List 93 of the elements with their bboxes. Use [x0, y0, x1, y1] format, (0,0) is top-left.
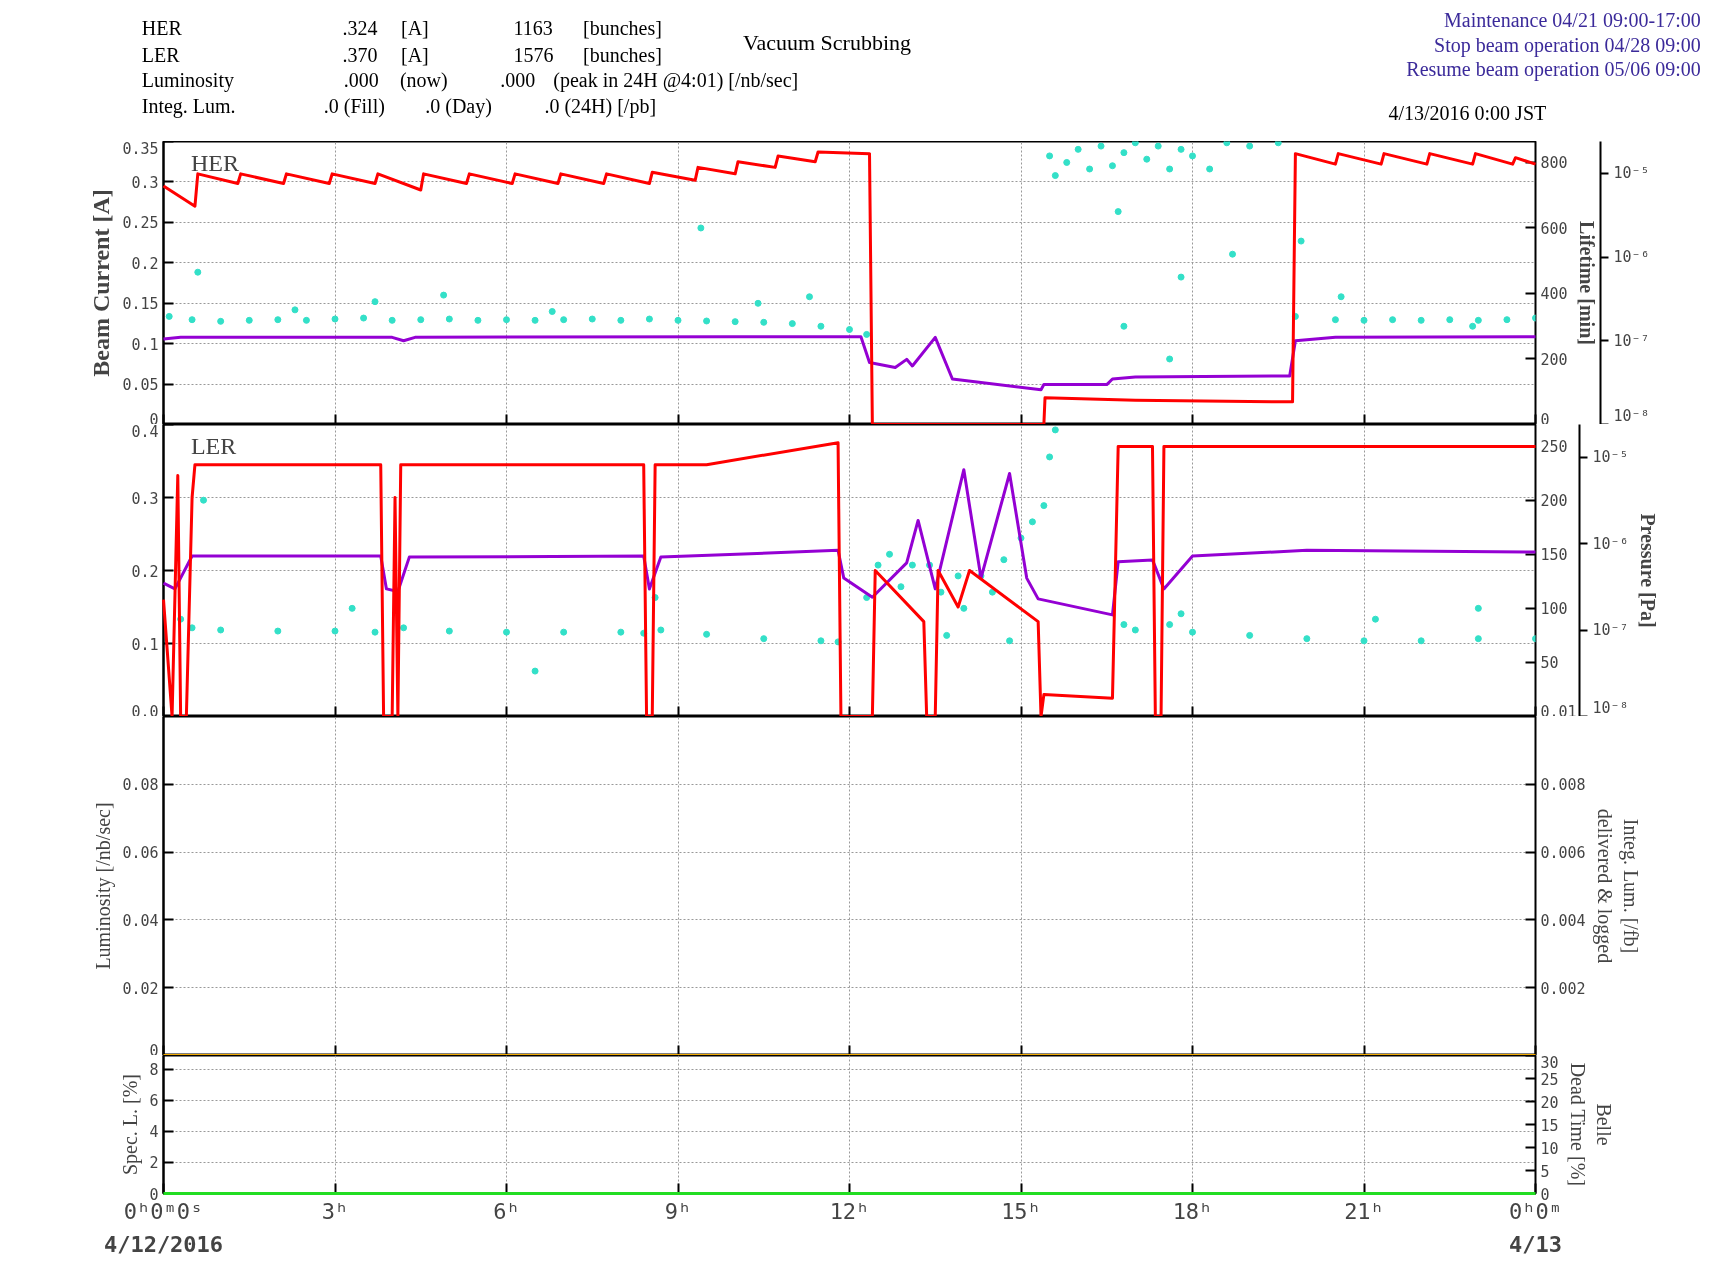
- y2-tick-label: 400: [1540, 285, 1568, 304]
- text: Resume beam operation 05/06 09:00: [1406, 57, 1701, 81]
- y2-tick-label: 200: [1540, 492, 1568, 511]
- y-tick-label: 0: [149, 1041, 159, 1060]
- y-tick-label: 8: [149, 1061, 159, 1080]
- text: 4/13/2016 0:00 JST: [1388, 102, 1547, 125]
- y-tick-label: 2: [149, 1154, 159, 1173]
- chart-title: LER: [190, 433, 237, 460]
- y2-tick-label: 0.002: [1540, 979, 1586, 998]
- y-tick-label: 0.0: [131, 702, 159, 721]
- text: .370: [342, 43, 378, 66]
- y-tick-label: 0.1: [131, 635, 159, 654]
- y-tick-label: 0.1: [131, 335, 159, 354]
- x-tick-label: 9ʰ: [664, 1198, 692, 1224]
- y2-tick-label: 25: [1540, 1070, 1559, 1089]
- text: [bunches]: [583, 17, 662, 40]
- chart-title: HER: [190, 149, 239, 176]
- y2-tick-label: 0.01: [1540, 702, 1577, 721]
- text: Vacuum Scrubbing: [743, 29, 912, 55]
- y2-tick-label: 150: [1540, 546, 1568, 565]
- y3-tick-label: 10⁻⁶: [1592, 534, 1629, 553]
- text: Stop beam operation 04/28 09:00: [1434, 33, 1701, 57]
- text: [A]: [401, 17, 429, 40]
- y2-tick-label: 0.006: [1540, 844, 1586, 863]
- x-tick-label: 3ʰ: [321, 1198, 349, 1224]
- x-tick-label: 18ʰ: [1172, 1198, 1213, 1224]
- y2-tick-label: 200: [1540, 350, 1568, 369]
- x-tick-label: 6ʰ: [493, 1198, 520, 1224]
- y-tick-label: 0.04: [122, 911, 159, 930]
- y2-tick-label: 100: [1540, 600, 1568, 619]
- text: 4/12/2016: [103, 1232, 224, 1257]
- x-tick-label: 12ʰ: [829, 1198, 870, 1224]
- y3-tick-label: 10⁻⁸: [1613, 406, 1650, 425]
- y-axis-title: Luminosity [/nb/sec]: [92, 802, 116, 970]
- y2-axis-title: Integ. Lum. [/fb] delivered & logged: [1592, 808, 1643, 964]
- y2-tick-label: 50: [1540, 654, 1559, 673]
- text: [bunches]: [583, 43, 662, 66]
- y-tick-label: 0.3: [131, 489, 159, 508]
- y2-tick-label: 800: [1540, 154, 1568, 173]
- y2-tick-label: 10: [1540, 1139, 1559, 1158]
- y-tick-label: 0.06: [122, 844, 159, 863]
- y3-axis-title: Pressure [Pa]: [1636, 513, 1659, 628]
- y2-tick-label: 0: [1540, 1185, 1550, 1204]
- y2-tick-label: 5: [1540, 1162, 1550, 1181]
- text: Integ. Lum.: [141, 95, 236, 119]
- text: .324: [342, 17, 378, 40]
- y-tick-label: 0: [149, 1185, 159, 1204]
- y-tick-label: 0.3: [131, 173, 159, 192]
- text: .0 (Day): [425, 95, 492, 119]
- y2-tick-label: 250: [1540, 438, 1568, 457]
- text: 1163: [513, 17, 553, 40]
- y-tick-label: 6: [149, 1092, 159, 1111]
- text: 1576: [513, 43, 554, 66]
- y2-tick-label: 15: [1540, 1116, 1559, 1135]
- y3-tick-label: 10⁻⁸: [1592, 698, 1629, 717]
- y2-tick-label: 20: [1540, 1093, 1559, 1112]
- y-tick-label: 0.08: [122, 776, 159, 795]
- y-axis-title: Beam Current [A]: [88, 189, 115, 377]
- y2-tick-label: 30: [1540, 1053, 1559, 1072]
- text: .000: [343, 68, 379, 91]
- y2-axis-title: Belle Dead Time [%]: [1566, 1062, 1615, 1186]
- y3-tick-label: 10⁻⁷: [1613, 331, 1650, 350]
- text: Luminosity: [141, 68, 234, 92]
- y3-tick-label: 10⁻⁵: [1592, 448, 1629, 467]
- y2-axis-title: Lifetime [min]: [1575, 221, 1598, 345]
- text: (peak in 24H @4:01) [/nb/sec]: [553, 68, 799, 92]
- y-tick-label: 0.2: [131, 562, 159, 581]
- text: [A]: [401, 43, 429, 66]
- y-axis-title: Spec. L. [%]: [119, 1073, 143, 1176]
- text: .000: [500, 68, 536, 91]
- y3-tick-label: 10⁻⁷: [1592, 621, 1629, 640]
- text: .0 (24H) [/pb]: [544, 95, 657, 119]
- text: Maintenance 04/21 09:00-17:00: [1444, 9, 1701, 32]
- y2-tick-label: 0: [1540, 410, 1550, 429]
- y-tick-label: 4: [149, 1123, 159, 1142]
- y-tick-label: 0.25: [122, 214, 159, 233]
- y-tick-label: 0.02: [122, 979, 159, 998]
- y-tick-label: 0.35: [122, 139, 159, 158]
- y-tick-label: 0.05: [122, 376, 159, 395]
- text: 4/13: [1509, 1232, 1562, 1257]
- y2-tick-label: 0.004: [1540, 911, 1586, 930]
- y2-tick-label: 0.008: [1540, 776, 1586, 795]
- y3-tick-label: 10⁻⁶: [1613, 248, 1650, 267]
- text: .0 (Fill): [323, 95, 385, 119]
- y2-tick-label: 600: [1540, 219, 1568, 238]
- text: HER: [141, 17, 183, 40]
- x-tick-label: 15ʰ: [1001, 1198, 1041, 1224]
- text: LER: [141, 43, 181, 66]
- y3-tick-label: 10⁻⁵: [1613, 164, 1650, 183]
- y-tick-label: 0.2: [131, 254, 159, 273]
- y-tick-label: 0.15: [122, 295, 159, 314]
- x-tick-label: 21ʰ: [1344, 1198, 1384, 1224]
- text: (now): [399, 68, 448, 92]
